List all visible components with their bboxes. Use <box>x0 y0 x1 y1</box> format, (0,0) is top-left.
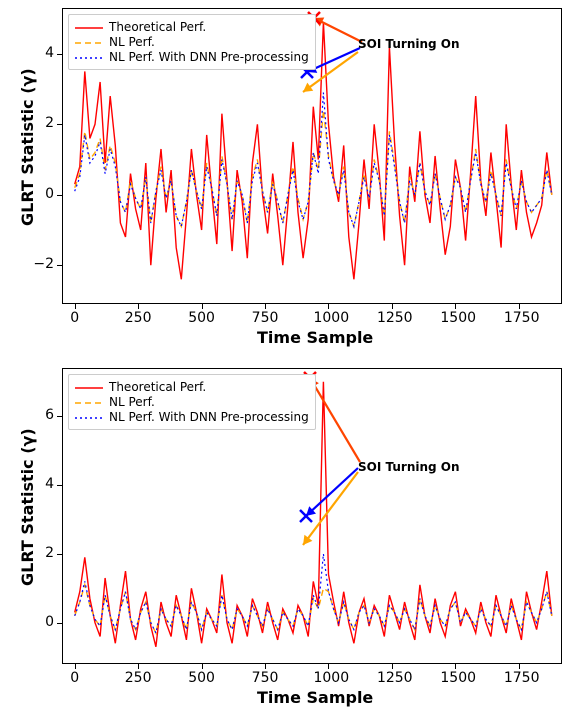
xtick-label: 750 <box>250 310 280 326</box>
legend-entry-nl_dnn: NL Perf. With DNN Pre-processing <box>75 410 309 424</box>
annotation-label-bottom: SOI Turning On <box>358 460 460 474</box>
xtick-mark <box>202 664 203 669</box>
ylabel-bottom: GLRT Statistic (γ) <box>18 428 37 586</box>
xtick-label: 0 <box>60 310 90 326</box>
legend-top: Theoretical Perf.NL Perf.NL Perf. With D… <box>68 14 316 70</box>
ytick-mark <box>57 416 62 417</box>
xtick-label: 1750 <box>504 310 534 326</box>
legend-entry-theoretical: Theoretical Perf. <box>75 20 309 34</box>
ytick-mark <box>57 195 62 196</box>
legend-swatch-icon <box>75 412 103 422</box>
ytick-label: 0 <box>45 614 54 630</box>
xtick-label: 1250 <box>377 310 407 326</box>
ytick-mark <box>57 124 62 125</box>
legend-entry-nl_dnn: NL Perf. With DNN Pre-processing <box>75 50 309 64</box>
xtick-mark <box>392 664 393 669</box>
ytick-label: 4 <box>45 476 54 492</box>
xtick-mark <box>455 304 456 309</box>
xtick-mark <box>75 664 76 669</box>
ytick-label: 2 <box>45 115 54 131</box>
xtick-mark <box>265 664 266 669</box>
legend-label: Theoretical Perf. <box>109 380 206 394</box>
legend-label: NL Perf. <box>109 395 155 409</box>
legend-entry-theoretical: Theoretical Perf. <box>75 380 309 394</box>
ytick-label: 0 <box>45 186 54 202</box>
legend-swatch-icon <box>75 382 103 392</box>
legend-entry-nl: NL Perf. <box>75 395 309 409</box>
xtick-mark <box>75 304 76 309</box>
xtick-mark <box>138 664 139 669</box>
figure: 0 250 500 750 1000 1250 1500 1750 −2 0 2 4 Time Samp… <box>0 0 570 684</box>
ytick-mark <box>57 554 62 555</box>
ytick-mark <box>57 485 62 486</box>
xtick-mark <box>328 664 329 669</box>
ytick-mark <box>57 623 62 624</box>
legend-label: NL Perf. With DNN Pre-processing <box>109 50 309 64</box>
xtick-mark <box>202 304 203 309</box>
ylabel-top: GLRT Statistic (γ) <box>18 68 37 226</box>
ytick-label: 2 <box>45 545 54 561</box>
legend-label: NL Perf. With DNN Pre-processing <box>109 410 309 424</box>
xtick-mark <box>519 304 520 309</box>
legend-swatch-icon <box>75 397 103 407</box>
ytick-mark <box>57 265 62 266</box>
xtick-mark <box>455 664 456 669</box>
legend-label: Theoretical Perf. <box>109 20 206 34</box>
ytick-mark <box>57 54 62 55</box>
legend-swatch-icon <box>75 37 103 47</box>
annotation-label-top: SOI Turning On <box>358 37 460 51</box>
xtick-label: 1000 <box>313 310 343 326</box>
ytick-label: −2 <box>33 256 54 272</box>
legend-bottom: Theoretical Perf.NL Perf.NL Perf. With D… <box>68 374 316 430</box>
ytick-label: 4 <box>45 45 54 61</box>
xtick-label: 1500 <box>440 310 470 326</box>
legend-swatch-icon <box>75 22 103 32</box>
ytick-label: 6 <box>45 407 54 423</box>
xtick-mark <box>392 304 393 309</box>
legend-swatch-icon <box>75 52 103 62</box>
xlabel-bottom: Time Sample <box>257 688 373 707</box>
xtick-label: 250 <box>123 310 153 326</box>
xtick-mark <box>265 304 266 309</box>
xtick-mark <box>519 664 520 669</box>
xtick-label: 500 <box>187 310 217 326</box>
legend-entry-nl: NL Perf. <box>75 35 309 49</box>
legend-label: NL Perf. <box>109 35 155 49</box>
xlabel-top: Time Sample <box>257 328 373 347</box>
xtick-mark <box>328 304 329 309</box>
xtick-mark <box>138 304 139 309</box>
